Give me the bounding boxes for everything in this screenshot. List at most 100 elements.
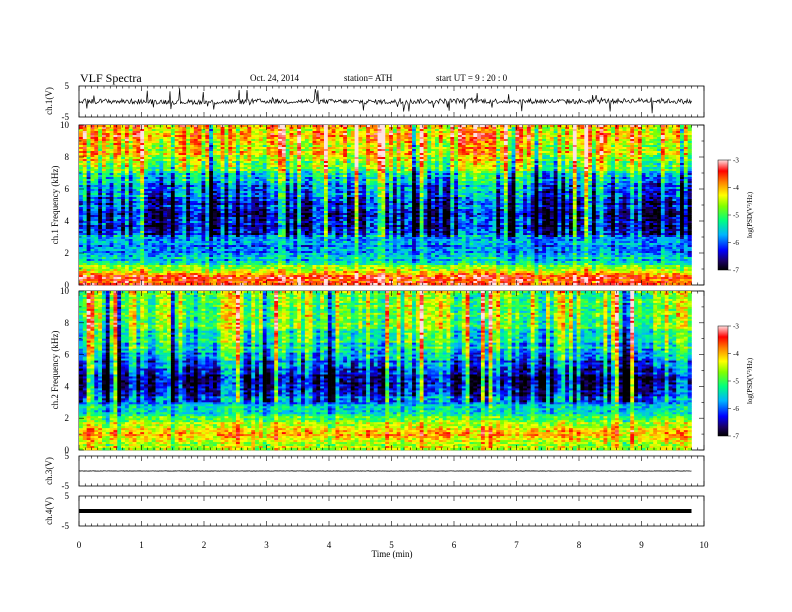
- spectrogram-cell: [401, 167, 405, 169]
- spectrogram-cell: [408, 157, 412, 159]
- spectrogram-cell: [133, 169, 137, 171]
- spectrogram-cell: [458, 131, 462, 133]
- spectrogram-cell: [672, 149, 676, 151]
- spectrogram-cell: [136, 135, 140, 137]
- spectrogram-cell: [619, 135, 623, 137]
- spectrogram-cell: [558, 145, 562, 147]
- spectrogram-cell: [550, 157, 554, 159]
- spectrogram-cell: [661, 131, 665, 133]
- spectrogram-cell: [596, 135, 600, 137]
- spectrogram-cell: [427, 157, 431, 159]
- spectrogram-cell: [228, 153, 232, 155]
- spectrogram-cell: [343, 173, 347, 175]
- spectrogram-cell: [186, 147, 190, 149]
- spectrogram-cell: [297, 131, 301, 133]
- spectrogram-cell: [642, 161, 646, 163]
- spectrogram-cell: [519, 129, 523, 131]
- spectrogram-cell: [144, 163, 148, 165]
- spectrogram-cell: [320, 157, 324, 159]
- spectrogram-cell: [626, 179, 630, 181]
- spectrogram-cell: [565, 129, 569, 131]
- spectrogram-cell: [186, 137, 190, 139]
- spectrogram-cell: [209, 143, 213, 145]
- spectrogram-cell: [626, 175, 630, 177]
- spectrogram-cell: [209, 165, 213, 167]
- spectrogram-cell: [435, 161, 439, 163]
- spectrogram-cell: [202, 143, 206, 145]
- spectrogram-cell: [435, 143, 439, 145]
- spectrogram-cell: [194, 125, 198, 127]
- spectrogram-cell: [362, 165, 366, 167]
- spectrogram-cell: [335, 175, 339, 177]
- spectrogram-cell: [263, 139, 267, 141]
- spectrogram-cell: [117, 173, 121, 175]
- spectrogram-cell: [550, 131, 554, 133]
- spectrogram-cell: [259, 125, 263, 127]
- spectrogram-cell: [684, 167, 688, 169]
- spectrogram-cell: [596, 169, 600, 171]
- spectrogram-cell: [573, 139, 577, 141]
- spectrogram-cell: [102, 171, 106, 173]
- spectrogram-cell: [535, 167, 539, 169]
- spectrogram-cell: [282, 151, 286, 153]
- spectrogram-cell: [378, 169, 382, 171]
- spectrogram-cell: [355, 177, 359, 179]
- spectrogram-cell: [175, 129, 179, 131]
- spectrogram-cell: [133, 129, 137, 131]
- spectrogram-cell: [408, 137, 412, 139]
- spectrogram-cell: [366, 131, 370, 133]
- spectrogram-cell: [523, 161, 527, 163]
- spectrogram-cell: [600, 167, 604, 169]
- spectrogram-cell: [469, 141, 473, 143]
- spectrogram-cell: [665, 165, 669, 167]
- spectrogram-cell: [224, 177, 228, 179]
- spectrogram-cell: [267, 163, 271, 165]
- spectrogram-cell: [638, 131, 642, 133]
- spectrogram-cell: [255, 163, 259, 165]
- spectrogram-cell: [90, 165, 94, 167]
- spectrogram-cell: [439, 145, 443, 147]
- spectrogram-cell: [412, 177, 416, 179]
- spectrogram-cell: [450, 133, 454, 135]
- spectrogram-cell: [110, 129, 114, 131]
- spectrogram-cell: [669, 153, 673, 155]
- spectrogram-cell: [450, 155, 454, 157]
- spectrogram-cell: [634, 165, 638, 167]
- spectrogram-cell: [535, 163, 539, 165]
- spectrogram-cell: [213, 143, 217, 145]
- spectrogram-cell: [87, 165, 91, 167]
- spectrogram-cell: [213, 149, 217, 151]
- spectrogram-cell: [213, 141, 217, 143]
- spectrogram-cell: [148, 127, 152, 129]
- spectrogram-cell: [102, 175, 106, 177]
- spectrogram-cell: [466, 147, 470, 149]
- spectrogram-cell: [619, 155, 623, 157]
- spectrogram-cell: [347, 145, 351, 147]
- spectrogram-cell: [538, 149, 542, 151]
- spectrogram-cell: [523, 139, 527, 141]
- spectrogram-cell: [504, 147, 508, 149]
- spectrogram-cell: [580, 153, 584, 155]
- spectrogram-cell: [159, 171, 163, 173]
- spectrogram-cell: [366, 145, 370, 147]
- spectrogram-cell: [133, 163, 137, 165]
- spectrogram-cell: [282, 147, 286, 149]
- spectrogram-cell: [90, 179, 94, 181]
- spectrogram-cell: [152, 139, 156, 141]
- spectrogram-cell: [550, 135, 554, 137]
- spectrogram-cell: [102, 177, 106, 179]
- spectrogram-cell: [347, 147, 351, 149]
- spectrogram-cell: [381, 129, 385, 131]
- spectrogram-cell: [190, 171, 194, 173]
- spectrogram-cell: [657, 175, 661, 177]
- spectrogram-cell: [255, 133, 259, 135]
- spectrogram-cell: [447, 163, 451, 165]
- spectrogram-cell: [538, 141, 542, 143]
- spectrogram-cell: [649, 125, 653, 127]
- spectrogram-cell: [588, 141, 592, 143]
- spectrogram-cell: [615, 175, 619, 177]
- spectrogram-cell: [684, 129, 688, 131]
- spectrogram-cell: [477, 161, 481, 163]
- spectrogram-cell: [121, 171, 125, 173]
- spectrogram-cell: [267, 139, 271, 141]
